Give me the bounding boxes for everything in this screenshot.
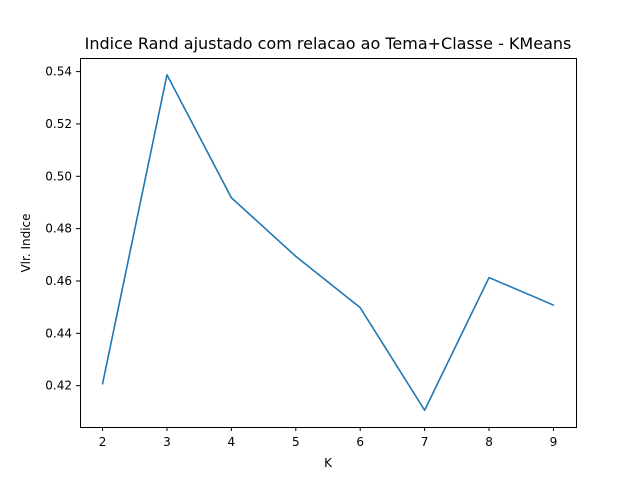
y-tick-label: 0.42 [45, 379, 72, 393]
x-tick-label: 6 [356, 435, 364, 449]
x-tick-label: 7 [421, 435, 429, 449]
y-tick-label: 0.52 [45, 117, 72, 131]
chart-title: Indice Rand ajustado com relacao ao Tema… [85, 34, 572, 53]
y-tick-label: 0.50 [45, 169, 72, 183]
x-axis-label: K [324, 456, 333, 470]
x-tick-label: 2 [99, 435, 107, 449]
x-tick-label: 4 [228, 435, 236, 449]
y-axis-label: Vlr. Indice [19, 213, 33, 272]
y-tick-label: 0.44 [45, 326, 72, 340]
plot-frame [80, 58, 577, 428]
y-tick-label: 0.54 [45, 65, 72, 79]
y-axis: 0.42 0.44 0.46 0.48 0.50 0.52 0.54 [45, 65, 80, 393]
series-line [101, 73, 555, 412]
x-tick-label: 5 [292, 435, 300, 449]
x-tick-label: 3 [163, 435, 171, 449]
x-tick-label: 8 [485, 435, 493, 449]
x-axis: 2 3 4 5 6 7 8 9 [99, 427, 558, 449]
y-tick-label: 0.46 [45, 274, 72, 288]
y-tick-label: 0.48 [45, 222, 72, 236]
x-tick-label: 9 [550, 435, 558, 449]
